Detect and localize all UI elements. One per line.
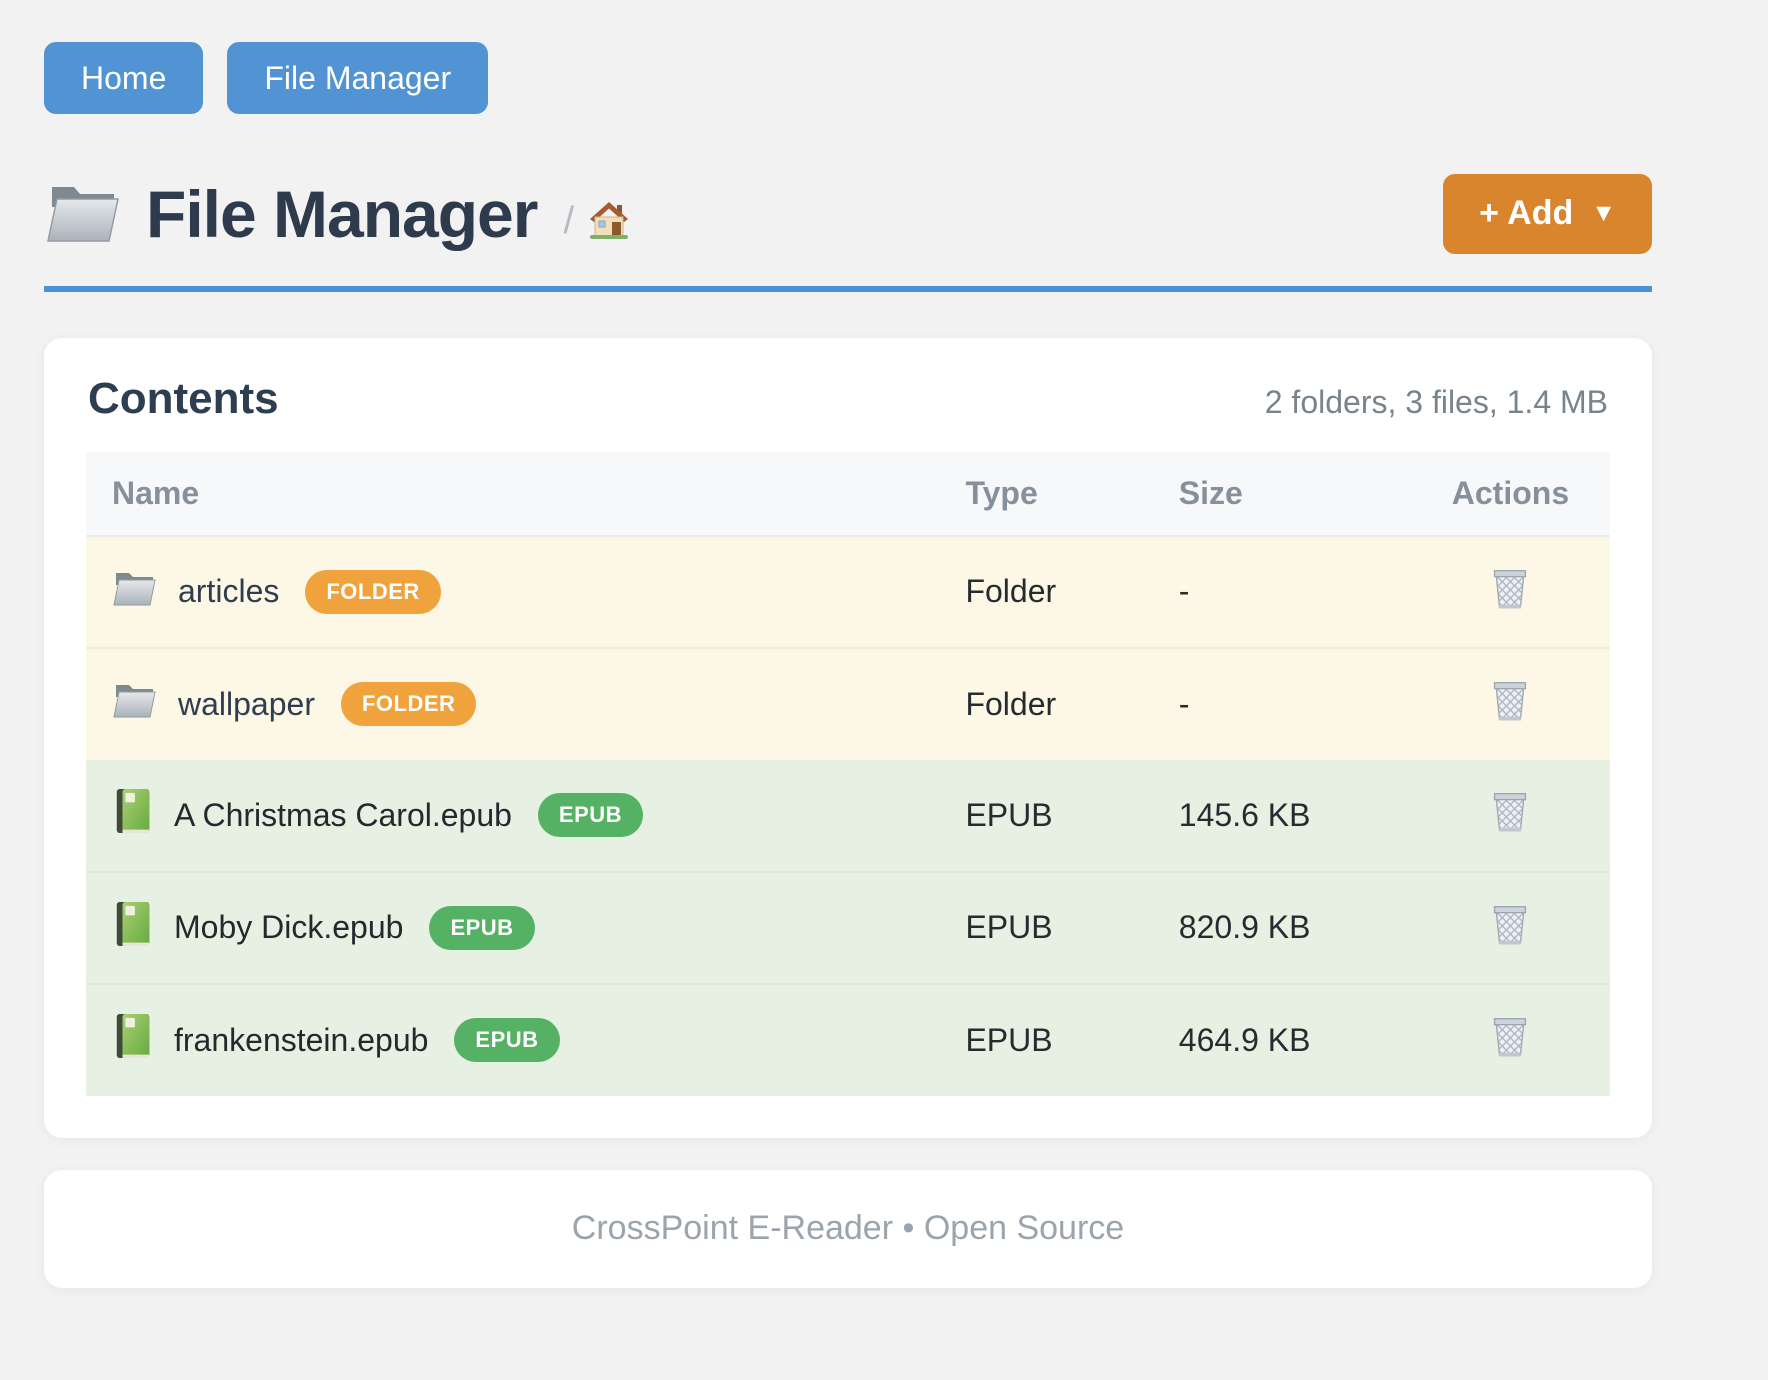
wastebasket-icon: [1490, 905, 1530, 950]
footer: CrossPoint E-Reader • Open Source: [44, 1169, 1652, 1288]
file-name[interactable]: Moby Dick.epub: [174, 909, 404, 946]
home-button[interactable]: Home: [44, 42, 204, 115]
page-header: File Manager / + Add ▼: [44, 174, 1652, 254]
file-size: 145.6 KB: [1178, 796, 1311, 833]
green-book-icon: [112, 900, 154, 956]
file-type: EPUB: [939, 870, 1153, 984]
table-row-a-christmas-carol[interactable]: A Christmas Carol.epub EPUB EPUB 145.6 K…: [86, 759, 1610, 872]
folder-badge: FOLDER: [305, 569, 441, 614]
file-name[interactable]: wallpaper: [178, 685, 315, 722]
folder-badge: FOLDER: [340, 682, 477, 727]
file-type: Folder: [939, 646, 1153, 760]
column-header-actions: Actions: [1411, 451, 1610, 537]
folder-icon: [112, 568, 158, 616]
table-row-frankenstein[interactable]: frankenstein.epub EPUB EPUB 464.9 KB: [86, 982, 1610, 1096]
file-type: Folder: [965, 573, 1057, 610]
add-button-label: + Add: [1479, 194, 1574, 233]
column-header-size: Size: [1152, 451, 1412, 537]
contents-card: Contents 2 folders, 3 files, 1.4 MB Name…: [44, 337, 1652, 1138]
file-table-header-row: Name Type Size Actions: [86, 451, 1610, 537]
table-row-articles[interactable]: articles FOLDER Folder -: [86, 535, 1610, 648]
file-name[interactable]: A Christmas Carol.epub: [174, 796, 512, 833]
folder-icon: [112, 680, 158, 728]
epub-badge: EPUB: [454, 1018, 560, 1063]
delete-button[interactable]: [1490, 1013, 1530, 1059]
chevron-down-icon: ▼: [1591, 199, 1616, 228]
file-size: 820.9 KB: [1152, 870, 1412, 984]
breadcrumb-home-link[interactable]: [588, 198, 630, 245]
file-manager-button[interactable]: File Manager: [227, 42, 489, 115]
file-name[interactable]: frankenstein.epub: [174, 1021, 429, 1058]
delete-button[interactable]: [1490, 901, 1530, 947]
file-type: EPUB: [965, 796, 1053, 833]
wastebasket-icon: [1490, 569, 1530, 614]
delete-button[interactable]: [1490, 565, 1530, 611]
folder-open-icon: [44, 179, 122, 250]
contents-title: Contents: [88, 373, 279, 423]
page-title-group: File Manager /: [44, 176, 630, 252]
page-title: File Manager: [146, 177, 538, 252]
add-button[interactable]: + Add ▼: [1443, 174, 1652, 254]
green-book-icon: [112, 1012, 154, 1068]
delete-button[interactable]: [1490, 677, 1530, 723]
file-type: EPUB: [939, 982, 1153, 1096]
top-nav: Home File Manager: [44, 42, 1652, 115]
title-divider: [44, 285, 1652, 292]
page-container: Home File Manager File Manager /: [44, 0, 1652, 1288]
column-header-name: Name: [86, 451, 940, 537]
house-icon: [588, 198, 630, 245]
file-size: 464.9 KB: [1152, 982, 1412, 1096]
epub-badge: EPUB: [429, 905, 535, 950]
delete-button[interactable]: [1490, 788, 1530, 834]
contents-summary: 2 folders, 3 files, 1.4 MB: [1264, 383, 1608, 420]
file-size: -: [1178, 573, 1190, 610]
wastebasket-icon: [1490, 682, 1530, 726]
table-row-moby-dick[interactable]: Moby Dick.epub EPUB EPUB 820.9 KB: [86, 870, 1610, 984]
file-name[interactable]: articles: [178, 573, 280, 610]
footer-text: CrossPoint E-Reader • Open Source: [571, 1209, 1125, 1248]
column-header-type: Type: [939, 451, 1153, 537]
green-book-icon: [112, 787, 154, 843]
epub-badge: EPUB: [537, 793, 644, 838]
wastebasket-icon: [1490, 793, 1530, 837]
file-size: -: [1152, 646, 1412, 760]
wastebasket-icon: [1490, 1018, 1530, 1062]
contents-card-header: Contents 2 folders, 3 files, 1.4 MB: [86, 374, 1610, 424]
file-table: Name Type Size Actions: [86, 451, 1610, 1096]
breadcrumb-separator: /: [563, 199, 575, 242]
table-row-wallpaper[interactable]: wallpaper FOLDER Folder -: [86, 646, 1610, 760]
